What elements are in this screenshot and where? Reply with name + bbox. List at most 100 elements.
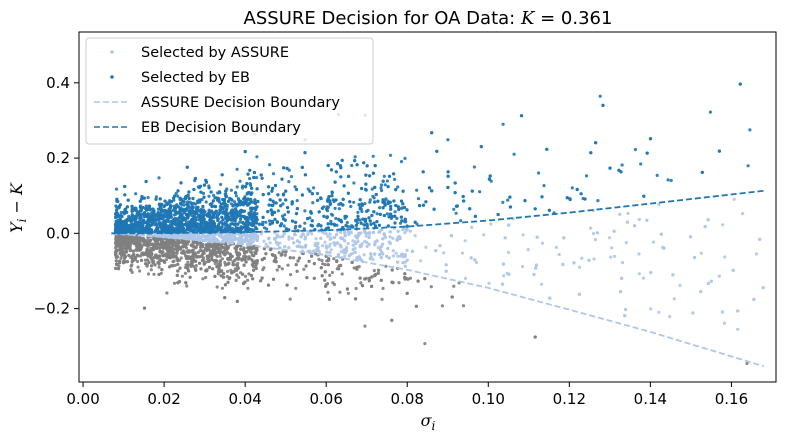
scatter-point — [230, 209, 234, 213]
scatter-point — [261, 268, 265, 272]
scatter-point — [243, 238, 248, 242]
scatter-point — [369, 252, 373, 256]
scatter-point — [338, 290, 342, 294]
scatter-point — [285, 283, 289, 287]
scatter-point — [147, 253, 151, 257]
scatter-point — [370, 275, 374, 279]
scatter-point — [220, 257, 224, 261]
scatter-point — [306, 232, 310, 236]
scatter-point — [188, 206, 192, 210]
scatter-point — [570, 186, 574, 190]
scatter-point — [343, 215, 347, 219]
scatter-point — [207, 194, 211, 198]
scatter-point — [202, 217, 206, 221]
scatter-point — [222, 252, 226, 256]
scatter-point — [217, 234, 222, 238]
scatter-point — [410, 249, 414, 253]
scatter-point — [370, 187, 374, 191]
scatter-point — [282, 232, 286, 236]
scatter-point — [172, 259, 176, 263]
scatter-point — [235, 268, 239, 272]
scatter-point — [353, 250, 357, 254]
scatter-point — [277, 265, 281, 269]
scatter-point — [434, 249, 438, 253]
scatter-point — [383, 235, 387, 239]
scatter-point — [303, 209, 307, 213]
scatter-point — [235, 273, 239, 277]
scatter-point — [178, 266, 182, 270]
scatter-point — [365, 244, 369, 248]
scatter-point — [294, 220, 298, 224]
scatter-point — [189, 222, 194, 226]
scatter-point — [198, 209, 202, 213]
scatter-point — [249, 273, 253, 278]
scatter-point — [461, 194, 465, 199]
scatter-point — [201, 252, 205, 256]
scatter-point — [189, 211, 193, 215]
scatter-point — [139, 216, 143, 220]
scatter-point — [179, 181, 183, 185]
scatter-point — [134, 206, 138, 210]
scatter-point — [255, 238, 259, 242]
scatter-point — [147, 226, 151, 230]
scatter-point — [134, 220, 138, 224]
scatter-point — [230, 212, 234, 216]
scatter-point — [201, 204, 205, 209]
scatter-point — [328, 273, 332, 277]
scatter-point — [234, 194, 238, 198]
scatter-point — [191, 252, 195, 256]
scatter-point — [351, 243, 355, 247]
scatter-point — [253, 201, 257, 205]
scatter-point — [413, 234, 417, 238]
scatter-point — [133, 241, 137, 245]
scatter-point — [305, 276, 309, 280]
scatter-point — [326, 263, 330, 267]
scatter-point — [261, 193, 265, 197]
scatter-point — [160, 217, 164, 221]
scatter-point — [334, 198, 338, 202]
scatter-point — [343, 234, 347, 238]
scatter-point — [378, 253, 382, 257]
scatter-point — [265, 227, 269, 231]
scatter-point — [381, 286, 385, 290]
scatter-point — [199, 267, 203, 271]
scatter-point — [139, 209, 143, 213]
scatter-point — [365, 209, 369, 213]
scatter-point — [171, 255, 175, 259]
scatter-point — [196, 205, 200, 209]
scatter-point — [268, 163, 272, 167]
scatter-point — [154, 214, 158, 218]
scatter-point — [500, 282, 505, 286]
scatter-point — [535, 235, 539, 239]
scatter-point — [444, 269, 448, 273]
scatter-point — [196, 199, 200, 203]
scatter-point — [207, 265, 212, 269]
scatter-point — [339, 220, 344, 224]
scatter-point — [233, 238, 237, 242]
scatter-point — [748, 128, 752, 132]
scatter-point — [134, 209, 138, 213]
scatter-point — [116, 212, 120, 216]
scatter-point — [594, 141, 598, 145]
scatter-point — [370, 284, 374, 288]
scatter-point — [242, 263, 246, 267]
scatter-point — [212, 215, 216, 219]
scatter-point — [506, 198, 510, 202]
scatter-point — [271, 199, 275, 203]
scatter-point — [275, 268, 279, 272]
scatter-point — [123, 237, 127, 241]
scatter-point — [153, 242, 157, 246]
scatter-point — [262, 239, 266, 243]
scatter-point — [218, 259, 222, 263]
scatter-point — [210, 204, 214, 209]
scatter-point — [287, 237, 291, 241]
scatter-points — [113, 82, 765, 366]
scatter-point — [222, 249, 226, 253]
scatter-point — [236, 261, 240, 265]
scatter-point — [204, 236, 208, 240]
scatter-point — [315, 243, 319, 247]
scatter-point — [406, 277, 410, 281]
scatter-point — [175, 234, 179, 238]
scatter-point — [365, 164, 369, 168]
